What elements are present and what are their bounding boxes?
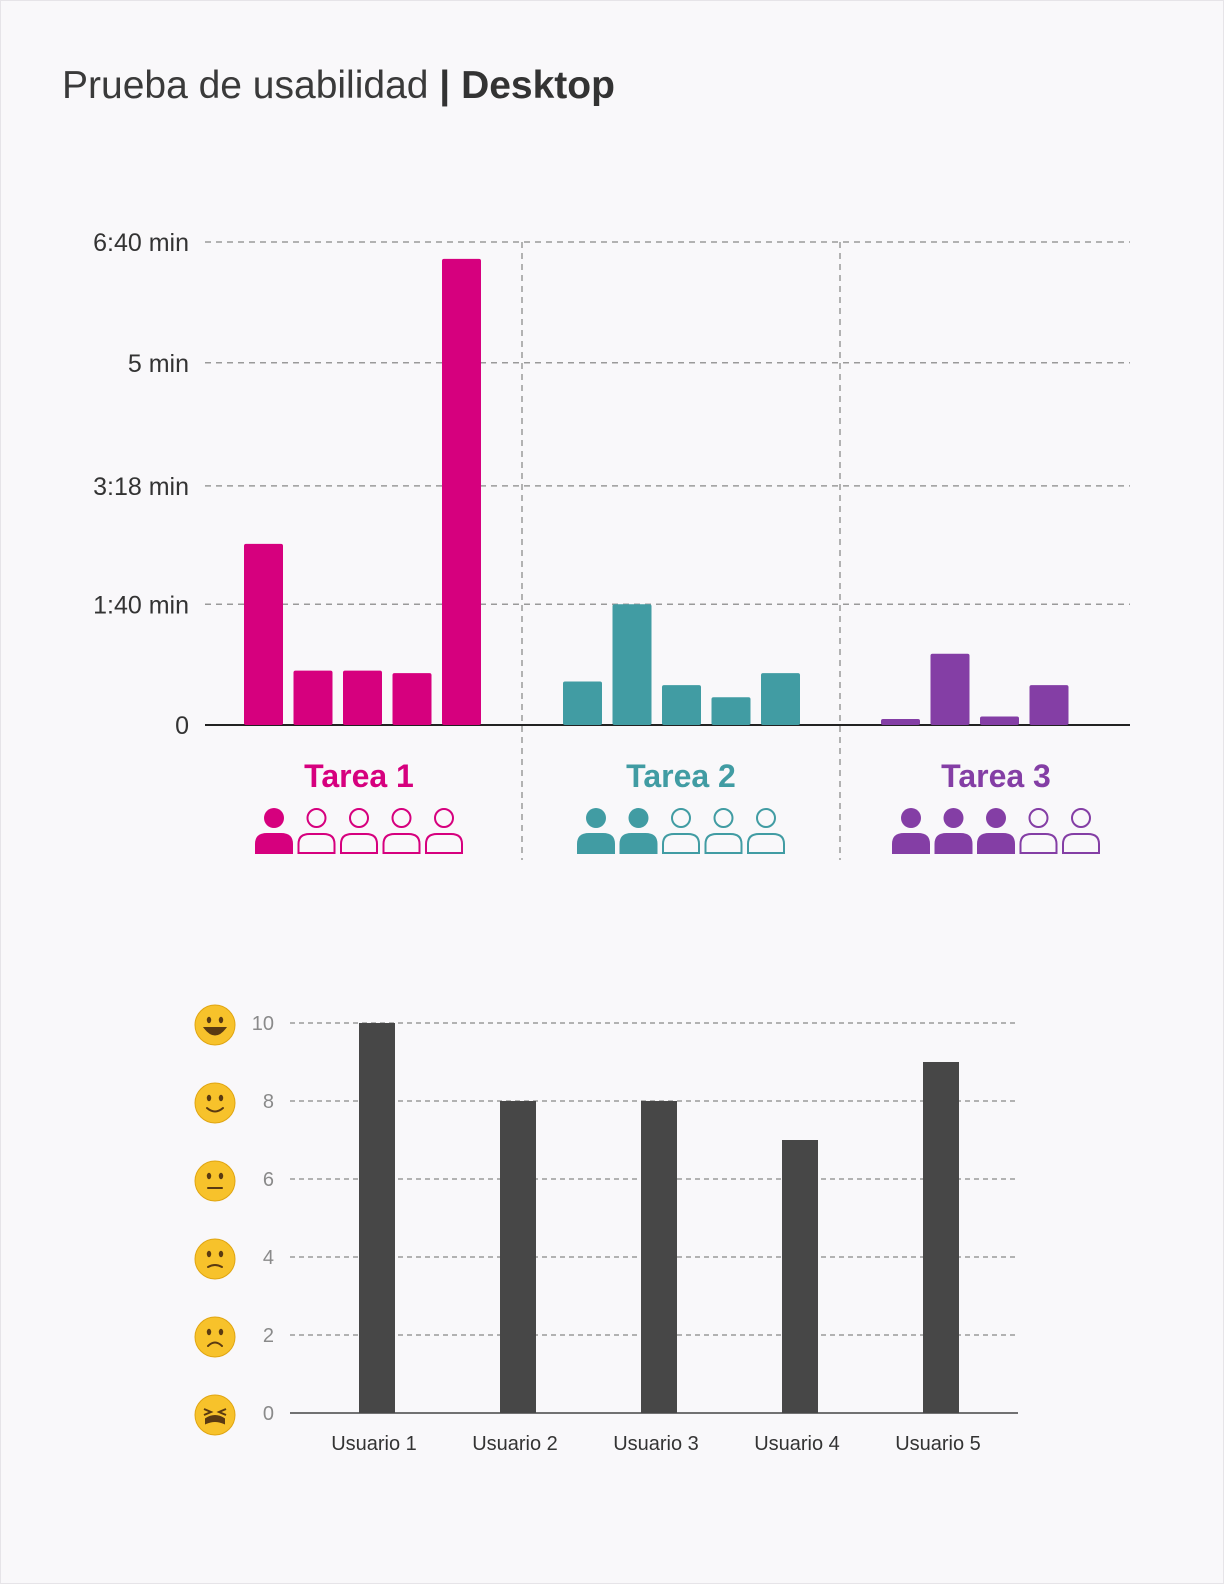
- frowning-face-icon: [194, 1316, 236, 1358]
- y-tick-label: 1:40 min: [93, 591, 189, 619]
- y-tick-label: 6: [263, 1169, 274, 1191]
- tired-face-icon: [194, 1394, 236, 1436]
- face-eye: [218, 1328, 224, 1336]
- slightly-smiling-face-icon: [194, 1082, 236, 1124]
- face-mouth: [207, 1264, 223, 1268]
- face-eye: [206, 1328, 212, 1336]
- x-tick-label: Usuario 5: [895, 1433, 981, 1455]
- face-mouth: [207, 1341, 223, 1347]
- face-circle: [194, 1004, 236, 1046]
- task-group: Tarea 1: [244, 258, 481, 854]
- task-label: Tarea 1: [304, 758, 414, 794]
- task-time-bar: [244, 543, 283, 725]
- task-label: Tarea 2: [626, 758, 736, 794]
- x-tick-label: Usuario 4: [754, 1433, 840, 1455]
- user-fail-icon: [704, 808, 743, 854]
- face-eye: [206, 1172, 212, 1180]
- user-fail-icon: [1019, 808, 1058, 854]
- face-eye: [218, 1172, 224, 1180]
- satisfaction-x-axis: Usuario 1 Usuario 2 Usuario 3 Usuario 4 Usua…: [331, 1433, 981, 1455]
- user-success-icon: [977, 808, 1015, 854]
- face-mouth: [202, 1027, 228, 1036]
- x-tick-label: Usuario 3: [613, 1433, 699, 1455]
- face-circle: [194, 1316, 236, 1358]
- face-eye: [218, 1250, 224, 1258]
- task-time-bar: [711, 697, 751, 725]
- face-eye: [218, 1094, 224, 1102]
- task-time-bar: [392, 673, 432, 725]
- task-time-bar: [980, 716, 1019, 725]
- task-time-bar: [881, 718, 920, 725]
- satisfaction-bar: [782, 1140, 818, 1413]
- y-tick-label: 10: [252, 1013, 274, 1035]
- task-time-bar: [1029, 685, 1069, 725]
- user-success-icon: [255, 808, 293, 854]
- page-title: Prueba de usabilidad | Desktop: [62, 64, 615, 108]
- task-time-bar: [612, 604, 652, 725]
- page-title-main: Prueba de usabilidad: [62, 64, 429, 107]
- face-circle: [194, 1160, 236, 1202]
- task-group: Tarea 2: [563, 604, 800, 854]
- task-time-bar: [930, 653, 970, 725]
- grinning-face-icon: [194, 1004, 236, 1046]
- task-time-bar: [293, 670, 333, 725]
- user-fail-icon: [425, 808, 463, 854]
- task-time-bar: [662, 685, 701, 725]
- user-fail-icon: [1062, 808, 1100, 854]
- x-tick-label: Usuario 2: [472, 1433, 558, 1455]
- y-tick-label: 2: [263, 1325, 274, 1347]
- raised-eyebrow-face-icon: [194, 1160, 236, 1202]
- satisfaction-bars: [359, 1023, 959, 1413]
- face-eye: [206, 1094, 212, 1102]
- user-success-icon: [934, 808, 973, 854]
- task-time-bar: [442, 258, 481, 725]
- task-label: Tarea 3: [941, 758, 1051, 794]
- page-title-separator: |: [439, 64, 451, 107]
- user-fail-icon: [297, 808, 336, 854]
- user-fail-icon: [382, 808, 421, 854]
- y-tick-label: 8: [263, 1091, 274, 1113]
- user-fail-icon: [662, 808, 700, 854]
- face-eye: [203, 1408, 214, 1416]
- task-time-grid: [205, 241, 1130, 860]
- worried-face-icon: [194, 1238, 236, 1280]
- face-mouth: [205, 1415, 225, 1425]
- face-circle: [194, 1082, 236, 1124]
- task-time-bar: [343, 670, 382, 725]
- y-tick-label: 0: [175, 712, 189, 740]
- satisfaction-bar: [923, 1062, 959, 1413]
- x-tick-label: Usuario 1: [331, 1433, 417, 1455]
- user-fail-icon: [340, 808, 378, 854]
- face-eye: [218, 1016, 224, 1024]
- task-time-bar: [563, 681, 602, 725]
- face-circle: [194, 1238, 236, 1280]
- face-eye: [206, 1016, 212, 1024]
- face-eye: [206, 1250, 212, 1258]
- satisfaction-emoji-scale: [194, 1004, 236, 1436]
- y-tick-label: 3:18 min: [93, 473, 189, 501]
- task-time-bar: [761, 673, 800, 725]
- satisfaction-y-axis: 0 2 4 6 8 10: [252, 1013, 274, 1425]
- user-fail-icon: [747, 808, 785, 854]
- task-group: Tarea 3: [881, 653, 1100, 854]
- face-mouth: [206, 1107, 224, 1113]
- user-success-icon: [577, 808, 615, 854]
- task-time-y-axis: 0 1:40 min 3:18 min 5 min 6:40 min: [93, 229, 189, 740]
- task-time-groups: Tarea 1 Tarea 2 Tarea 3: [244, 258, 1100, 854]
- y-tick-label: 5 min: [128, 350, 189, 378]
- satisfaction-bar: [641, 1101, 677, 1413]
- y-tick-label: 4: [263, 1247, 274, 1269]
- page-title-platform: Desktop: [461, 64, 615, 107]
- satisfaction-bar: [500, 1101, 536, 1413]
- user-success-icon: [892, 808, 930, 854]
- y-tick-label: 0: [263, 1403, 274, 1425]
- face-eye: [216, 1408, 227, 1416]
- user-success-icon: [619, 808, 658, 854]
- y-tick-label: 6:40 min: [93, 229, 189, 257]
- satisfaction-bar: [359, 1023, 395, 1413]
